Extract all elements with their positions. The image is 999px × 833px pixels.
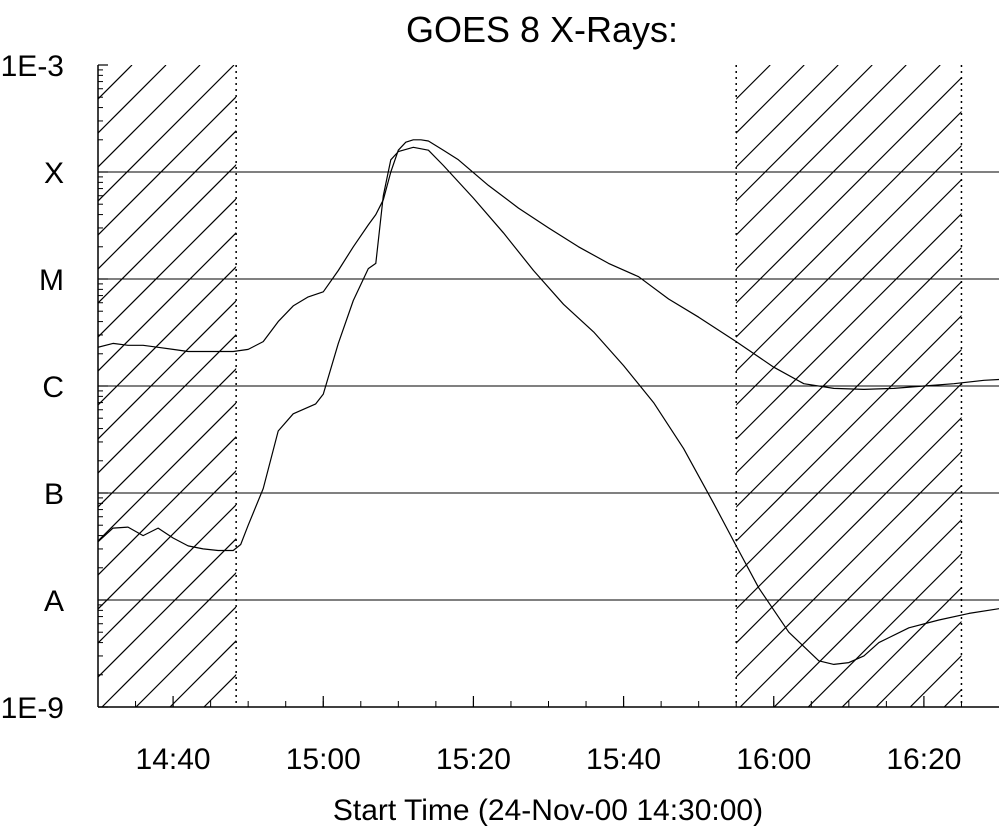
y-tick-label: C bbox=[42, 371, 64, 404]
x-tick-label: 15:20 bbox=[436, 743, 511, 776]
x-axis-ticks: 14:40 15:00 15:20 15:40 16:00 16:20 bbox=[135, 696, 962, 776]
flux-series bbox=[98, 139, 999, 665]
y-tick-label: X bbox=[44, 157, 64, 190]
series-line-1 bbox=[98, 139, 999, 390]
x-axis-label: Start Time (24-Nov-00 14:30:00) bbox=[333, 794, 763, 827]
x-tick-label: 15:40 bbox=[586, 743, 661, 776]
class-gridlines bbox=[98, 171, 999, 601]
y-tick-label: B bbox=[44, 478, 64, 511]
y-tick-label: 1E-9 bbox=[1, 692, 64, 725]
x-tick-label: 14:40 bbox=[136, 743, 211, 776]
series-line-2 bbox=[98, 146, 999, 665]
x-tick-label: 16:20 bbox=[886, 743, 961, 776]
y-tick-label: A bbox=[44, 585, 64, 618]
y-tick-label: M bbox=[39, 264, 64, 297]
y-tick-label: 1E-3 bbox=[1, 50, 64, 83]
chart-title: GOES 8 X-Rays: bbox=[406, 9, 678, 50]
x-tick-label: 15:00 bbox=[286, 743, 361, 776]
y-axis-ticks: 1E-3 X M C B A 1E-9 bbox=[1, 50, 108, 725]
x-tick-label: 16:00 bbox=[736, 743, 811, 776]
